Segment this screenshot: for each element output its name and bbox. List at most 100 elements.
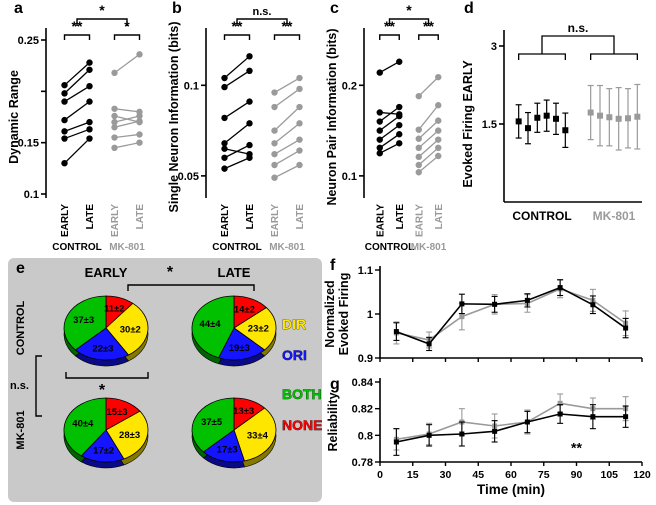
svg-text:0.05: 0.05 [178,171,199,183]
svg-text:28±3: 28±3 [119,430,140,441]
svg-text:BOTH: BOTH [282,386,322,402]
svg-text:n.s.: n.s. [253,6,272,18]
svg-text:30: 30 [440,469,452,481]
svg-text:22±3: 22±3 [92,343,113,354]
svg-text:Evoked Firing: Evoked Firing [337,273,351,356]
svg-text:15: 15 [407,469,419,481]
svg-text:30±2: 30±2 [120,324,141,335]
svg-text:0.1: 0.1 [24,189,39,201]
svg-text:0.9: 0.9 [358,353,373,365]
svg-text:Evoked Firing EARLY: Evoked Firing EARLY [461,60,475,188]
svg-text:Time (min): Time (min) [477,482,545,497]
svg-text:EARLY: EARLY [60,204,71,237]
chart-a-svg: 0.25 0.15 0.1 Dynamic Range EARLY LATE CONTROL… [7,2,146,253]
chart-e-svg: EARLY LATE * CONTROL MK-801 n.s. * DIR ORI BOTH NO… [10,264,323,469]
panel-e-pie-charts: EARLY LATE * CONTROL MK-801 n.s. * DIR ORI BOTH NO… [8,258,323,502]
svg-text:44±4: 44±4 [200,319,222,330]
svg-text:ORI: ORI [282,347,307,363]
svg-text:0.82: 0.82 [352,404,373,416]
panel-b-single-neuron-info-chart: 0.1 0.05 Single Neuron Information (bits) E… [166,2,322,254]
svg-text:n.s.: n.s. [568,21,589,35]
svg-text:0.2: 0.2 [342,80,357,92]
svg-text:0.1: 0.1 [184,80,199,92]
svg-text:33±4: 33±4 [247,431,269,442]
svg-text:EARLY: EARLY [375,204,386,237]
svg-text:Neuron Pair Information (bits): Neuron Pair Information (bits) [325,28,339,205]
panel-f-letter: f [330,257,336,274]
svg-text:105: 105 [600,469,618,481]
svg-text:LATE: LATE [135,204,146,230]
group-CONTROL: CONTROL [512,53,572,223]
panel-a-dynamic-range-chart: 0.25 0.15 0.1 Dynamic Range EARLY LATE CONTROL… [6,2,162,254]
svg-text:*: * [167,264,174,281]
svg-text:EARLY: EARLY [220,204,231,237]
svg-text:37±5: 37±5 [201,417,223,428]
panel-e-letter: e [16,260,25,277]
pie-MK-801-LATE: 13±3 33±4 17±3 37±5 [191,397,277,469]
panel-g-reliability-chart: 0.84 0.82 0.8 0.78 0 15 30 45 60 75 90 105 120 Time (… [324,374,654,504]
series-CONTROL [393,404,629,456]
svg-text:MK-801: MK-801 [109,242,145,253]
svg-text:15±3: 15±3 [107,407,128,418]
svg-text:EARLY: EARLY [85,265,128,280]
svg-text:LATE: LATE [434,204,445,230]
svg-text:MK-801: MK-801 [15,410,27,449]
svg-text:19±3: 19±3 [229,343,250,354]
chart-g-svg: 0.84 0.82 0.8 0.78 0 15 30 45 60 75 90 105 120 Time (… [326,377,651,497]
panel-d-evoked-firing-chart: 3 1.5 Evoked Firing EARLY CONTROL MK-801 n.s. [458,2,654,242]
pie-CONTROL-LATE: 14±2 23±2 19±3 44±4 [191,295,277,367]
svg-text:LATE: LATE [295,204,306,230]
svg-text:CONTROL: CONTROL [365,242,414,253]
svg-text:*: * [99,2,105,18]
svg-text:CONTROL: CONTROL [512,209,571,223]
svg-text:EARLY: EARLY [110,204,121,237]
series-CONTROL [393,279,629,352]
panel-c-neuron-pair-info-chart: 0.2 0.1 Neuron Pair Information (bits) EARL… [324,2,458,254]
panel-d-letter: d [464,0,474,17]
svg-text:17±3: 17±3 [217,445,238,456]
svg-text:Single Neuron Information (bit: Single Neuron Information (bits) [167,22,181,213]
svg-text:MK-801: MK-801 [593,209,636,223]
svg-text:1.5: 1.5 [482,119,497,131]
group-MK-801: MK-801 [587,53,641,223]
svg-text:60: 60 [505,469,517,481]
svg-text:1.1: 1.1 [358,265,373,277]
svg-text:75: 75 [538,469,550,481]
svg-text:40±4: 40±4 [72,419,94,430]
svg-text:0.84: 0.84 [352,377,374,389]
chart-d-svg: 3 1.5 Evoked Firing EARLY CONTROL MK-801 n.s. [461,21,642,223]
svg-text:17±2: 17±2 [93,445,114,456]
svg-text:Dynamic Range: Dynamic Range [7,70,21,164]
svg-text:LATE: LATE [218,265,251,280]
svg-text:LATE: LATE [85,204,96,230]
svg-text:90: 90 [571,469,583,481]
svg-text:LATE: LATE [245,204,256,230]
panel-f-normalized-firing-chart: 1.1 1 0.9 Normalized Evoked Firing [323,256,654,374]
panel-c-letter: c [330,0,339,17]
svg-text:DIR: DIR [282,316,306,332]
panel-g-letter: g [330,376,340,393]
svg-text:120: 120 [633,469,651,481]
chart-f-svg: 1.1 1 0.9 Normalized Evoked Firing [323,265,643,365]
svg-text:1: 1 [367,309,373,321]
svg-text:LATE: LATE [395,204,406,230]
svg-text:Normalized: Normalized [324,280,337,347]
svg-text:Reliability: Reliability [326,392,340,451]
svg-text:EARLY: EARLY [414,204,425,237]
svg-text:*: * [406,2,412,18]
panel-a-letter: a [14,0,23,17]
svg-text:EARLY: EARLY [270,204,281,237]
svg-text:14±2: 14±2 [234,304,255,315]
svg-text:0.15: 0.15 [18,138,39,150]
panel-b-letter: b [172,0,182,17]
svg-text:0: 0 [377,469,383,481]
